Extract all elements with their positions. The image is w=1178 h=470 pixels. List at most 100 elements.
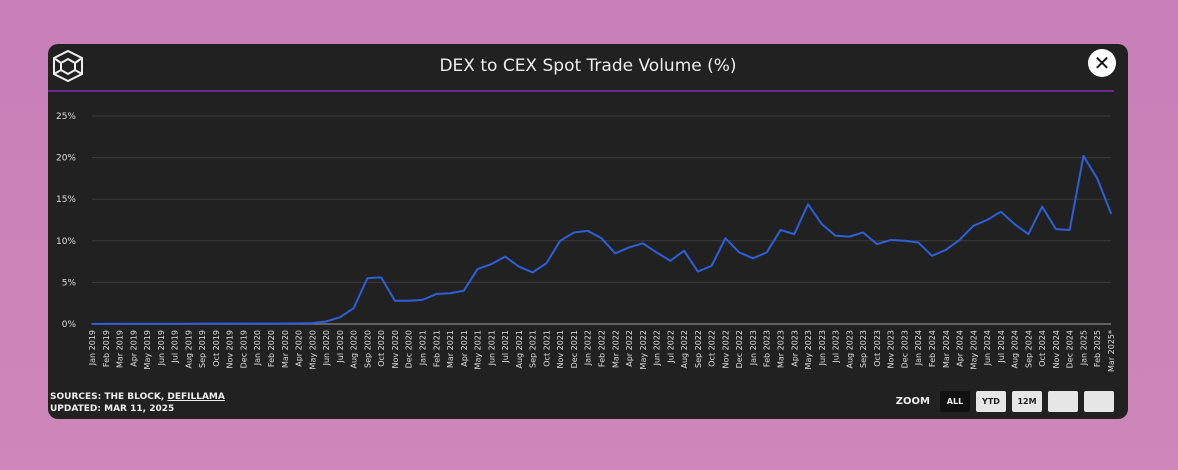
x-tick-label: Feb 2020 — [267, 330, 276, 367]
x-tick-label: Mar 2024 — [942, 330, 951, 368]
data-point — [104, 323, 107, 325]
x-tick-label: Jun 2023 — [818, 330, 827, 366]
zoom-all-button[interactable]: ALL — [940, 391, 970, 412]
x-tick-label: Feb 2019 — [102, 330, 111, 367]
x-tick-label: May 2021 — [474, 330, 483, 369]
x-tick-label: Dec 2022 — [735, 330, 744, 368]
data-point — [518, 265, 520, 268]
data-point — [724, 237, 727, 240]
x-tick-label: Sep 2019 — [198, 330, 207, 368]
x-tick-label: Jun 2020 — [322, 330, 331, 366]
data-point — [738, 251, 741, 254]
data-point — [1110, 212, 1112, 215]
x-tick-label: Aug 2020 — [350, 330, 359, 369]
data-point — [201, 322, 203, 325]
x-tick-label: Oct 2021 — [542, 330, 551, 367]
data-point — [793, 233, 796, 235]
data-point — [462, 289, 465, 292]
x-tick-label: Oct 2019 — [212, 330, 221, 367]
x-tick-label: Sep 2022 — [694, 330, 703, 368]
data-point — [545, 262, 548, 265]
data-point — [1027, 233, 1030, 235]
data-point — [242, 322, 245, 325]
x-tick-label: Nov 2024 — [1052, 330, 1061, 369]
x-tick-label: Jun 2021 — [487, 330, 496, 366]
defillama-link[interactable]: DEFILLAMA — [167, 392, 225, 402]
close-button[interactable]: ✕ — [1088, 49, 1116, 77]
data-point — [504, 255, 506, 258]
zoom-button-5[interactable] — [1084, 391, 1114, 412]
data-point — [531, 271, 534, 274]
x-tick-label: Jul 2020 — [336, 330, 345, 364]
data-point — [765, 251, 768, 254]
x-tick-label: Feb 2021 — [432, 330, 441, 367]
data-point — [683, 249, 685, 252]
data-point — [490, 263, 493, 265]
data-point — [642, 242, 644, 245]
data-point — [311, 322, 314, 324]
data-point — [821, 223, 823, 225]
data-point — [476, 268, 479, 270]
data-point — [173, 322, 176, 325]
x-tick-label: Dec 2019 — [239, 330, 248, 368]
x-tick-label: Aug 2021 — [515, 330, 524, 369]
x-tick-label: Mar 2021 — [446, 330, 455, 368]
data-point — [1096, 177, 1099, 180]
data-point — [325, 320, 327, 323]
data-point — [600, 237, 603, 240]
data-point — [435, 293, 438, 295]
zoom-controls: ZOOM ALL YTD 12M — [896, 391, 1114, 412]
x-tick-label: Aug 2022 — [680, 330, 689, 369]
x-tick-label: Mar 2023 — [777, 330, 786, 368]
data-point — [876, 243, 878, 245]
x-tick-label: Sep 2020 — [363, 330, 372, 368]
data-point — [407, 299, 410, 302]
x-tick-label: Jul 2022 — [666, 330, 675, 364]
header-divider — [48, 90, 1114, 92]
x-tick-label: Dec 2020 — [405, 330, 414, 368]
x-tick-label: Oct 2024 — [1038, 330, 1047, 367]
x-tick-label: Jan 2023 — [749, 330, 758, 366]
line-chart: 0% 5% 10% 15% 20% 25% Jan 2019 Feb 2019 Mar 2019… — [56, 112, 1116, 372]
sources: SOURCES: THE BLOCK, DEFILLAMA UPDATED: M… — [50, 391, 225, 415]
data-point — [614, 252, 617, 255]
zoom-label: ZOOM — [895, 396, 930, 407]
y-tick-label: 25% — [56, 112, 76, 122]
x-tick-label: Jun 2019 — [157, 330, 166, 366]
x-tick-label: Mar 2025* — [1107, 330, 1116, 372]
data-point — [118, 322, 121, 325]
data-point — [972, 225, 975, 227]
zoom-12m-button[interactable]: 12M — [1012, 391, 1042, 412]
data-point — [862, 231, 864, 234]
series-line — [92, 154, 1112, 325]
data-point — [944, 249, 947, 251]
data-point — [1013, 223, 1016, 225]
data-point — [903, 240, 906, 242]
x-tick-label: Jan 2019 — [88, 330, 97, 366]
x-tick-label: May 2019 — [143, 330, 152, 369]
x-tick-label: Feb 2022 — [598, 330, 607, 367]
data-point — [1055, 228, 1057, 230]
x-tick-label: Oct 2022 — [708, 330, 717, 367]
data-point — [91, 323, 93, 325]
x-tick-label: Apr 2021 — [460, 330, 469, 367]
data-point — [573, 231, 575, 234]
x-tick-label: Aug 2019 — [184, 330, 193, 369]
x-tick-label: Jul 2019 — [171, 330, 180, 364]
x-tick-label: Mar 2019 — [116, 330, 125, 368]
data-point — [283, 322, 286, 325]
x-tick-label: Jan 2022 — [584, 330, 593, 366]
data-point — [339, 316, 341, 319]
data-point — [628, 246, 630, 249]
x-tick-label: Apr 2022 — [625, 330, 634, 367]
zoom-ytd-button[interactable]: YTD — [976, 391, 1006, 412]
x-tick-label: Jul 2021 — [501, 330, 510, 364]
data-point — [697, 270, 699, 273]
x-tick-label: Nov 2023 — [887, 330, 896, 369]
sources-text: SOURCES: THE BLOCK, — [50, 392, 168, 402]
zoom-button-4[interactable] — [1048, 391, 1078, 412]
x-tick-label: Jan 2025 — [1079, 330, 1088, 366]
x-tick-label: Dec 2023 — [900, 330, 909, 368]
y-tick-label: 0% — [62, 320, 77, 330]
y-tick-label: 10% — [56, 237, 76, 247]
